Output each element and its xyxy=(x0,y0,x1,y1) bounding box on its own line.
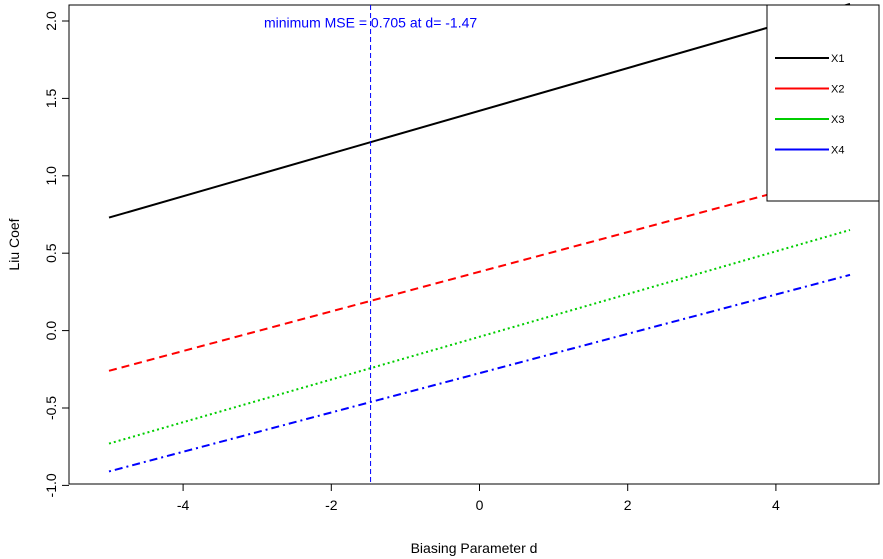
y-axis-label: Liu Coef xyxy=(6,218,22,270)
y-tick-label: 0.0 xyxy=(43,321,59,341)
y-tick-label: -0.5 xyxy=(43,396,59,420)
plot-area xyxy=(68,4,880,485)
y-tick-label: 1.5 xyxy=(43,88,59,108)
plot-frame xyxy=(68,4,880,485)
y-tick-label: 2.0 xyxy=(43,11,59,31)
x-tick-label: -4 xyxy=(177,497,190,513)
y-tick-label: 1.0 xyxy=(43,166,59,186)
x-axis: -4 -2 0 2 4 xyxy=(177,484,780,513)
x-tick-label: -2 xyxy=(325,497,338,513)
x-tick-label: 2 xyxy=(624,497,632,513)
legend-label-x3: X3 xyxy=(831,114,844,126)
minimum-mse-annotation: minimum MSE = 0.705 at d= -1.47 xyxy=(264,15,477,31)
legend-label-x1: X1 xyxy=(831,53,844,65)
x-tick-label: 0 xyxy=(476,497,484,513)
y-tick-label: -1.0 xyxy=(43,473,59,497)
series-line-x4 xyxy=(108,273,851,473)
y-axis: -1.0 -0.5 0.0 0.5 1.0 1.5 2.0 xyxy=(43,11,69,497)
series-lines xyxy=(108,3,851,473)
x-axis-label: Biasing Parameter d xyxy=(411,540,538,556)
legend: X1 X2 X3 X4 xyxy=(766,4,880,202)
series-line-x3 xyxy=(108,229,851,445)
series-line-x1 xyxy=(108,3,851,219)
legend-label-x4: X4 xyxy=(831,145,844,157)
legend-label-x2: X2 xyxy=(831,84,844,96)
series-line-x2 xyxy=(108,171,851,372)
y-tick-label: 0.5 xyxy=(43,243,59,263)
legend-box xyxy=(766,4,880,202)
x-tick-label: 4 xyxy=(772,497,780,513)
